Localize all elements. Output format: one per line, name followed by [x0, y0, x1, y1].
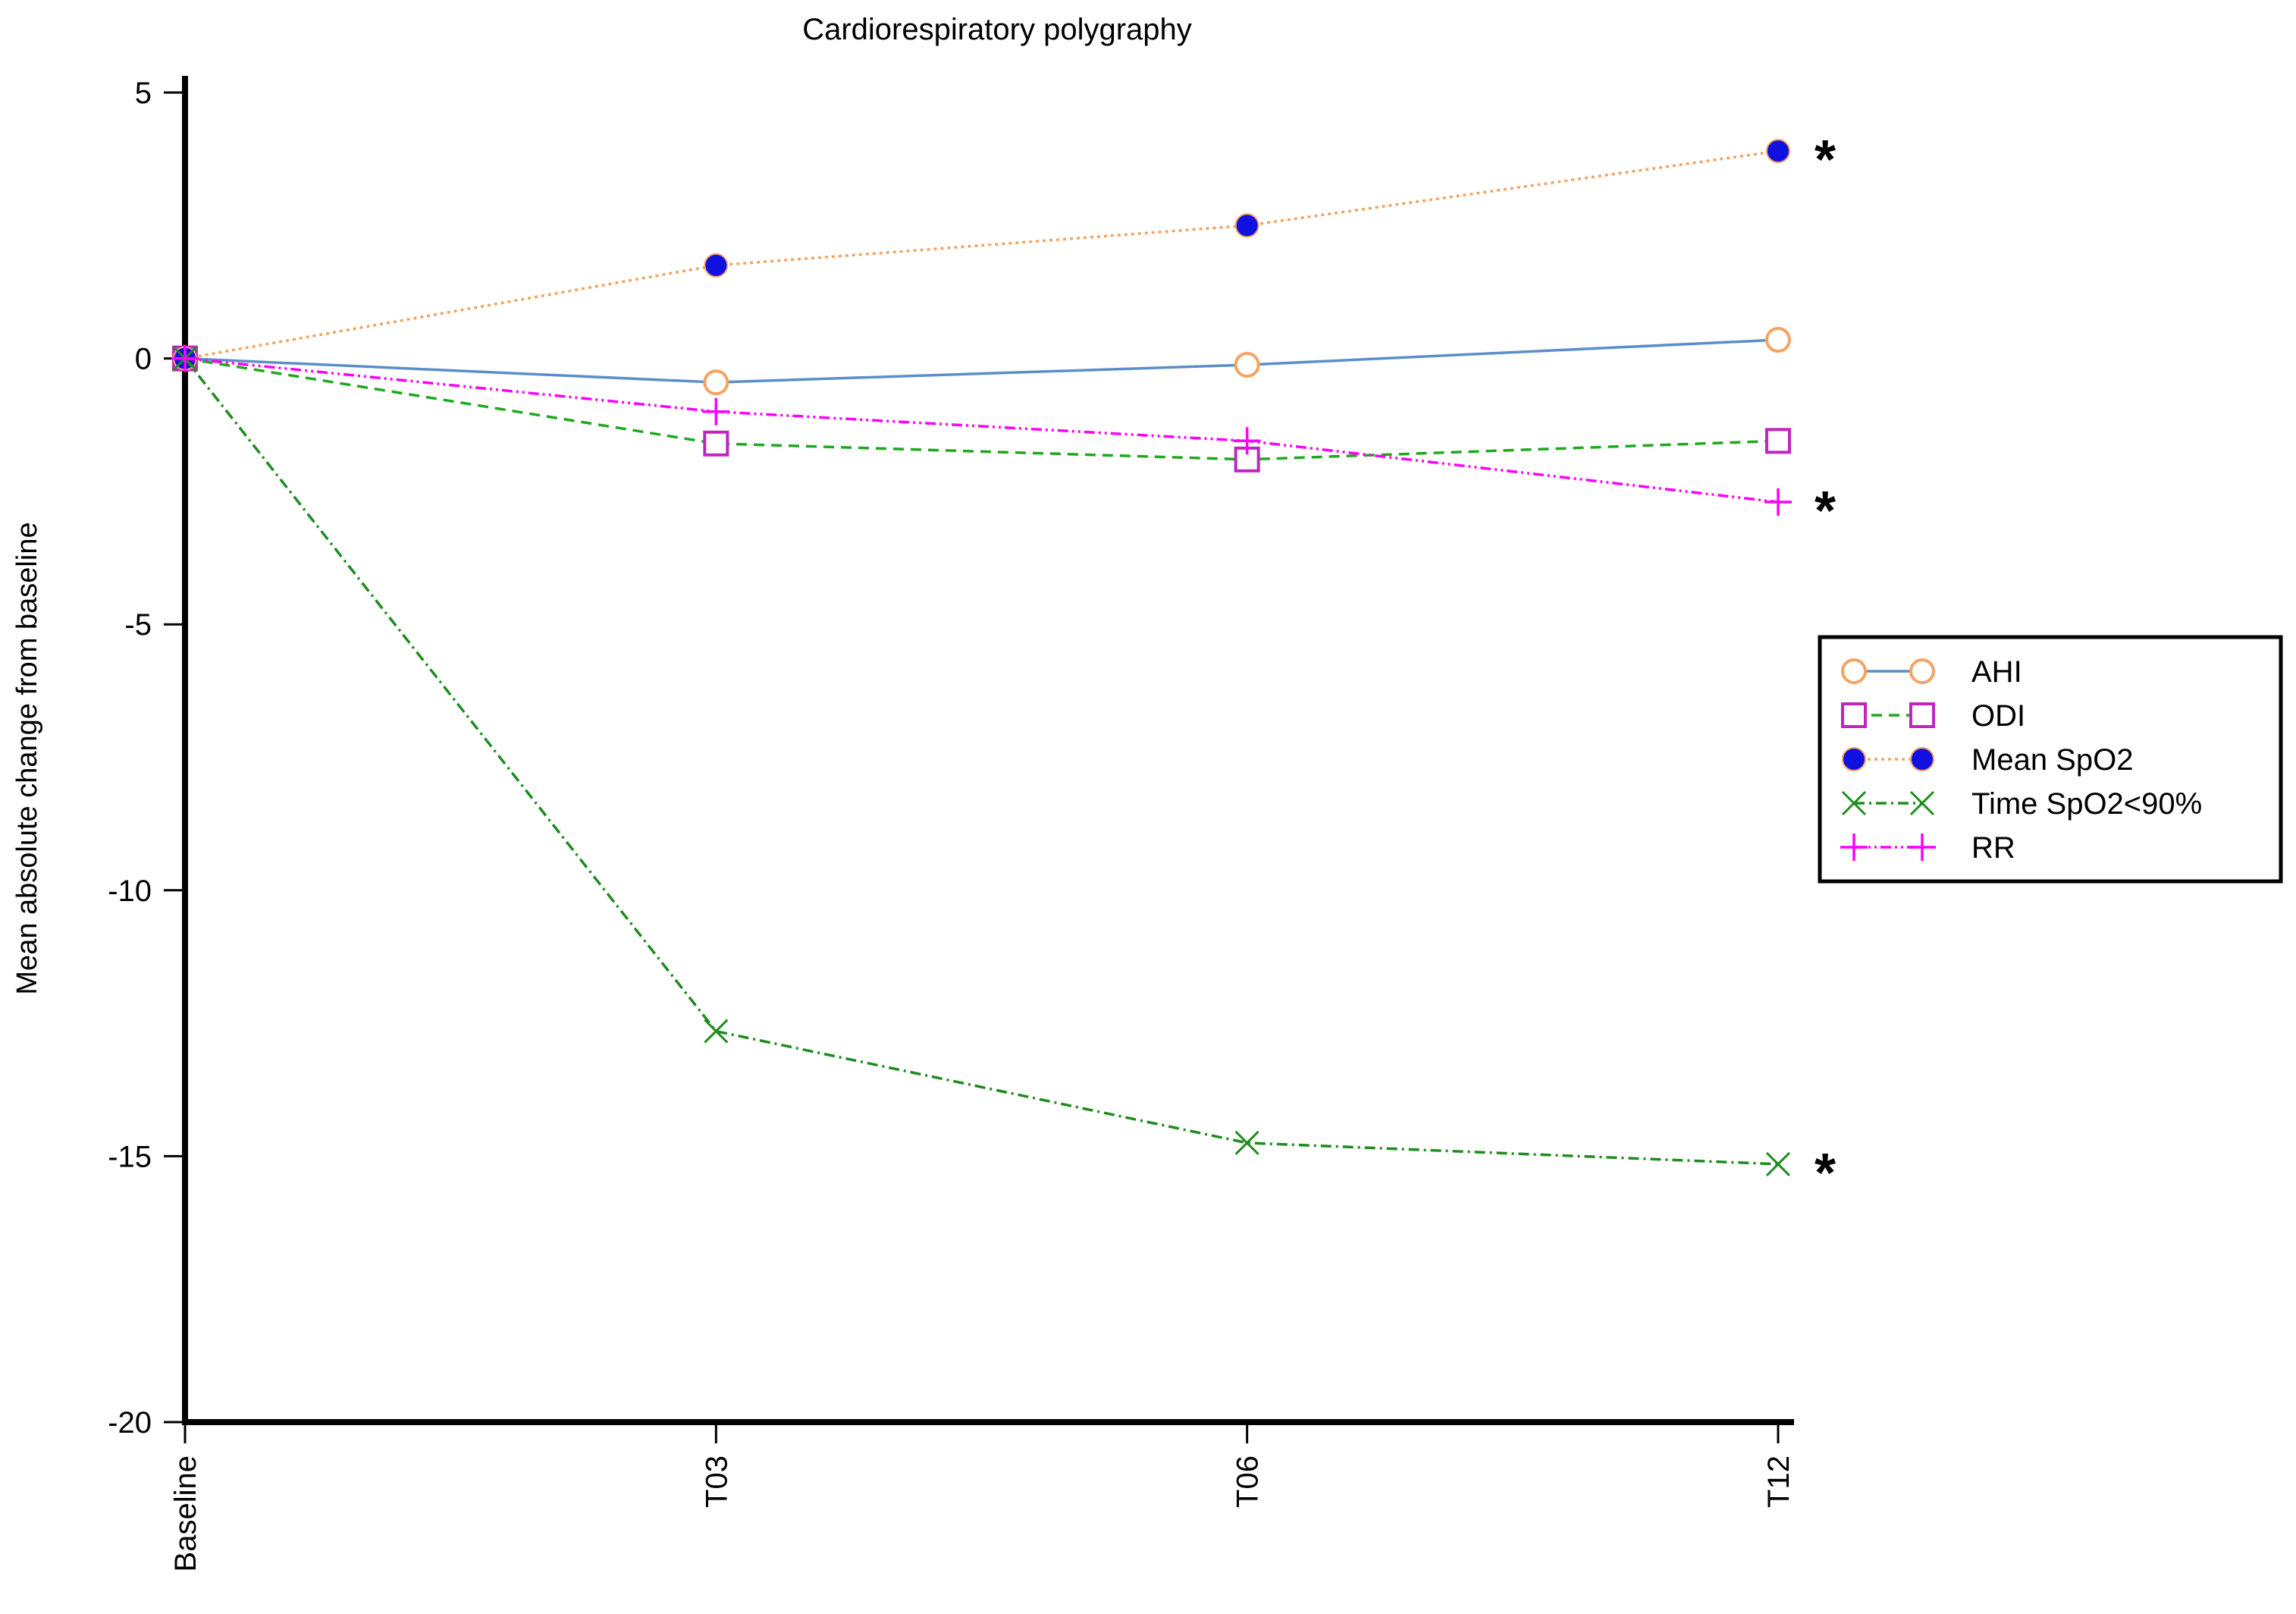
data-point: [703, 369, 729, 396]
chart-title: Cardiorespiratory polygraphy: [802, 13, 1192, 46]
y-tick-label: -15: [108, 1140, 152, 1173]
legend-label: Mean SpO2: [1971, 743, 2133, 777]
significance-asterisk: *: [1815, 481, 1836, 542]
legend-label: RR: [1971, 831, 2015, 865]
y-tick-label: -10: [108, 875, 152, 908]
significance-asterisk: *: [1815, 130, 1836, 190]
data-point: [1765, 327, 1791, 353]
data-point: [171, 344, 199, 372]
legend-marker: [1842, 747, 1866, 771]
legend-marker: [1910, 747, 1934, 771]
legend-marker: [1841, 702, 1867, 728]
legend-marker: [1909, 658, 1935, 684]
legend-marker: [1909, 790, 1935, 816]
data-point: [704, 1019, 729, 1044]
x-tick-label: T06: [1231, 1455, 1265, 1508]
legend-marker: [1909, 834, 1936, 861]
legend-marker: [1909, 702, 1935, 728]
legend-item: ODI: [1841, 699, 2025, 733]
data-point: [1233, 427, 1261, 455]
series-time-spo2-90-: [172, 346, 1791, 1176]
series-line: [184, 356, 1779, 461]
legend-marker: [1841, 790, 1867, 816]
data-point: [1766, 139, 1790, 164]
legend-marker: [1841, 658, 1867, 684]
y-tick-label: 0: [135, 343, 152, 376]
legend-item: Time SpO2<90%: [1841, 787, 2202, 821]
series-line: [183, 357, 1779, 1166]
x-tick-label: T12: [1762, 1455, 1796, 1508]
legend[interactable]: AHI ODI Mean SpO2 Time SpO2<90% RR: [1818, 635, 2283, 884]
data-point: [703, 430, 729, 457]
data-point: [1765, 428, 1791, 454]
legend-label: Time SpO2<90%: [1971, 787, 2202, 821]
series-mean-spo2: [173, 139, 1790, 371]
series-layer: * * *: [171, 130, 1836, 1204]
data-point: [1234, 213, 1259, 238]
series-odi: [172, 345, 1791, 473]
data-point: [1234, 1130, 1259, 1155]
series-line: [184, 356, 1779, 504]
series-ahi: [172, 327, 1791, 396]
legend-item: Mean SpO2: [1842, 743, 2133, 777]
data-point: [1764, 488, 1792, 516]
legend-item: RR: [1840, 831, 2015, 865]
y-tick-label: -20: [108, 1406, 152, 1440]
data-point: [702, 397, 730, 425]
data-point: [1765, 1151, 1791, 1176]
x-tick-label: Baseline: [169, 1455, 202, 1572]
series-rr: [171, 344, 1792, 516]
significance-asterisk: *: [1815, 1143, 1836, 1204]
y-tick-label: 5: [135, 77, 152, 110]
legend-label: ODI: [1971, 699, 2025, 733]
legend-label: AHI: [1971, 655, 2022, 689]
x-tick-label: T03: [700, 1455, 733, 1508]
legend-marker: [1840, 834, 1868, 861]
legend-item: AHI: [1841, 655, 2022, 689]
series-line: [184, 149, 1779, 360]
y-axis-label: Mean absolute change from baseline: [11, 522, 43, 994]
data-point: [704, 253, 729, 278]
series-line: [184, 338, 1779, 384]
y-tick-label: -5: [124, 608, 152, 642]
axes: 5 0 -5 -10 -15 -20 Baseline T03 T06 T12: [108, 76, 1796, 1572]
data-point: [1234, 352, 1260, 378]
